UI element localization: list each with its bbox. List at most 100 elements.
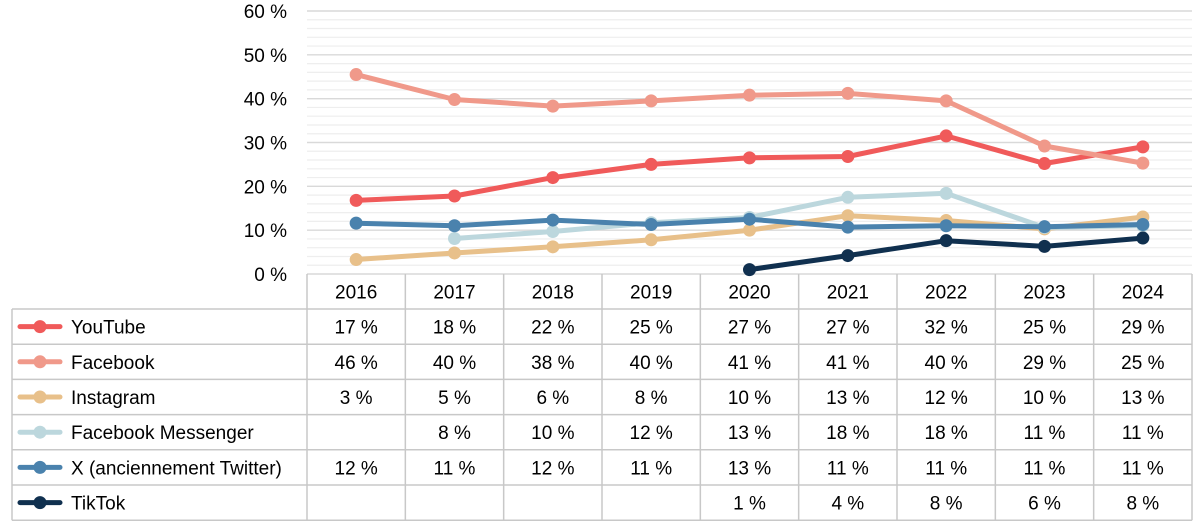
data-point [939, 94, 953, 108]
data-label: 32 % [925, 318, 968, 339]
data-point [1136, 156, 1150, 170]
data-label: 11 % [1024, 423, 1066, 444]
legend-label: YouTube [71, 318, 146, 339]
data-label: 25 % [1023, 318, 1066, 339]
data-point [743, 263, 756, 277]
data-label: 6 % [1028, 494, 1061, 515]
data-label: 13 % [728, 423, 771, 444]
data-point [448, 189, 461, 203]
data-label: 12 % [531, 458, 574, 479]
series-line [353, 133, 1146, 203]
data-label: 11 % [1122, 458, 1164, 479]
data-point [644, 217, 658, 231]
data-point [841, 190, 855, 204]
data-label: 38 % [531, 353, 574, 374]
data-label: 11 % [1024, 458, 1066, 479]
y-axis-tick-labels: 0 % 10 % 20 % 30 % 40 % 50 % 60 % [244, 2, 287, 286]
data-label: 40 % [630, 353, 673, 374]
legend-marker [33, 355, 47, 369]
data-point [546, 99, 560, 113]
y-tick-label: 0 % [254, 265, 287, 286]
data-point [841, 150, 855, 164]
data-point [546, 213, 560, 227]
data-point [743, 223, 756, 237]
legend-key-instagram [17, 390, 63, 404]
x-category-label: 2017 [433, 283, 475, 304]
x-category-label: 2019 [630, 283, 672, 304]
data-point [448, 231, 461, 245]
data-label: 4 % [831, 494, 864, 515]
legend-key-facebook-messenger [17, 425, 63, 439]
y-tick-label: 50 % [244, 46, 287, 67]
y-tick-label: 20 % [244, 177, 287, 198]
data-point [841, 86, 855, 100]
data-label: 18 % [826, 423, 869, 444]
data-label: 6 % [536, 388, 569, 409]
legend-key-facebook [17, 355, 63, 369]
data-point [448, 93, 461, 107]
data-point [1038, 157, 1051, 171]
data-label: 41 % [728, 353, 771, 374]
data-point [1038, 220, 1051, 234]
data-label: 11 % [434, 458, 476, 479]
data-label: 8 % [1126, 494, 1159, 515]
data-label: 27 % [728, 318, 771, 339]
data-point [448, 219, 461, 233]
data-point [349, 193, 363, 207]
data-point [743, 212, 756, 226]
x-category-label: 2016 [335, 283, 377, 304]
data-point [644, 94, 658, 108]
data-label: 5 % [438, 388, 471, 409]
data-label: 10 % [531, 423, 574, 444]
data-label: 46 % [335, 353, 378, 374]
data-label: 25 % [1121, 353, 1164, 374]
data-point [1038, 139, 1051, 153]
x-category-label: 2018 [532, 283, 574, 304]
data-point [939, 129, 953, 143]
data-label: 18 % [433, 318, 476, 339]
legend-label: X (anciennement Twitter) [71, 458, 282, 479]
data-point [743, 88, 756, 102]
series-tiktok [743, 231, 1150, 277]
data-label: 18 % [925, 423, 968, 444]
series-line [353, 72, 1146, 166]
data-label: 11 % [1122, 423, 1164, 444]
data-label: 10 % [1023, 388, 1066, 409]
legend-key-x-anciennement-twitter [17, 460, 63, 474]
data-label: 8 % [930, 494, 963, 515]
data-point [1038, 239, 1051, 253]
data-label: 17 % [335, 318, 378, 339]
data-label: 13 % [1121, 388, 1164, 409]
data-table: 2016 2017 2018 2019 2020 2021 2022 2023 2024 YouT… [11, 274, 1193, 521]
legend-key-youtube [17, 320, 63, 334]
data-point [939, 186, 953, 200]
data-label: 11 % [925, 458, 967, 479]
data-point [349, 68, 363, 82]
data-point [644, 233, 658, 247]
legend-marker [33, 320, 47, 334]
data-point [1136, 140, 1150, 154]
x-category-label: 2023 [1023, 283, 1065, 304]
data-label: 13 % [728, 458, 771, 479]
legend-label: Facebook Messenger [71, 423, 254, 444]
data-label: 29 % [1121, 318, 1164, 339]
data-label: 11 % [827, 458, 869, 479]
data-label: 27 % [826, 318, 869, 339]
series-facebook [349, 68, 1150, 170]
series-lines [349, 68, 1150, 277]
data-label: 10 % [728, 388, 771, 409]
data-point [841, 220, 855, 234]
data-label: 12 % [630, 423, 673, 444]
y-tick-label: 40 % [244, 90, 287, 111]
data-point [546, 240, 560, 254]
data-label: 40 % [433, 353, 476, 374]
data-label: 22 % [531, 318, 574, 339]
data-label: 8 % [438, 423, 471, 444]
legend-marker [33, 496, 47, 510]
x-category-label: 2021 [827, 283, 869, 304]
data-label: 29 % [1023, 353, 1066, 374]
legend-label: Instagram [71, 388, 155, 409]
x-category-label: 2020 [728, 283, 770, 304]
